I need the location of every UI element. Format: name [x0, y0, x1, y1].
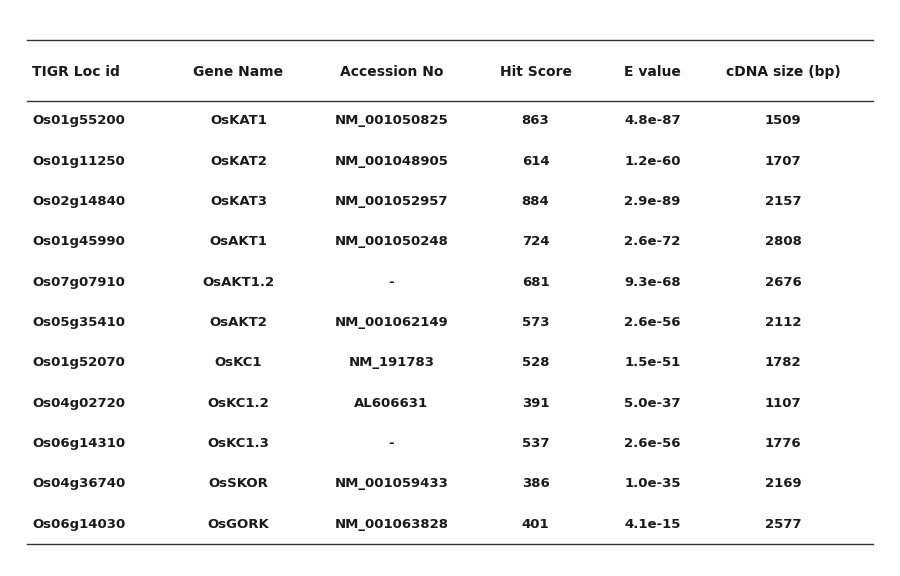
Text: 2808: 2808 — [765, 236, 801, 248]
Text: Os01g55200: Os01g55200 — [32, 115, 125, 127]
Text: AL606631: AL606631 — [355, 397, 428, 410]
Text: NM_001048905: NM_001048905 — [335, 155, 448, 168]
Text: 386: 386 — [522, 478, 549, 490]
Text: 2169: 2169 — [765, 478, 801, 490]
Text: Os04g36740: Os04g36740 — [32, 478, 126, 490]
Text: 2.6e-72: 2.6e-72 — [625, 236, 680, 248]
Text: TIGR Loc id: TIGR Loc id — [32, 65, 121, 79]
Text: 401: 401 — [522, 518, 549, 530]
Text: cDNA size (bp): cDNA size (bp) — [725, 65, 841, 79]
Text: 2676: 2676 — [765, 276, 801, 289]
Text: 1107: 1107 — [765, 397, 801, 410]
Text: 2.6e-56: 2.6e-56 — [625, 316, 680, 329]
Text: NM_001050825: NM_001050825 — [335, 115, 448, 127]
Text: 537: 537 — [522, 437, 549, 450]
Text: OsKC1: OsKC1 — [215, 357, 262, 369]
Text: 2577: 2577 — [765, 518, 801, 530]
Text: OsGORK: OsGORK — [208, 518, 269, 530]
Text: NM_001063828: NM_001063828 — [335, 518, 448, 530]
Text: OsAKT1: OsAKT1 — [210, 236, 267, 248]
Text: Os01g11250: Os01g11250 — [32, 155, 125, 168]
Text: 5.0e-37: 5.0e-37 — [625, 397, 680, 410]
Text: OsKC1.2: OsKC1.2 — [208, 397, 269, 410]
Text: -: - — [389, 276, 394, 289]
Text: 724: 724 — [522, 236, 549, 248]
Text: 1509: 1509 — [765, 115, 801, 127]
Text: Os06g14030: Os06g14030 — [32, 518, 126, 530]
Text: Accession No: Accession No — [339, 65, 443, 79]
Text: 1707: 1707 — [765, 155, 801, 168]
Text: OsKAT1: OsKAT1 — [210, 115, 267, 127]
Text: 1.2e-60: 1.2e-60 — [625, 155, 680, 168]
Text: 2112: 2112 — [765, 316, 801, 329]
Text: -: - — [389, 437, 394, 450]
Text: 863: 863 — [522, 115, 549, 127]
Text: 9.3e-68: 9.3e-68 — [625, 276, 680, 289]
Text: NM_001052957: NM_001052957 — [335, 195, 448, 208]
Text: 884: 884 — [522, 195, 549, 208]
Text: OsKAT3: OsKAT3 — [210, 195, 267, 208]
Text: 1782: 1782 — [765, 357, 801, 369]
Text: 1.0e-35: 1.0e-35 — [625, 478, 680, 490]
Text: Os01g52070: Os01g52070 — [32, 357, 125, 369]
Text: 4.8e-87: 4.8e-87 — [625, 115, 680, 127]
Text: 4.1e-15: 4.1e-15 — [625, 518, 680, 530]
Text: Gene Name: Gene Name — [194, 65, 284, 79]
Text: Os05g35410: Os05g35410 — [32, 316, 125, 329]
Text: OsKC1.3: OsKC1.3 — [208, 437, 269, 450]
Text: Os01g45990: Os01g45990 — [32, 236, 125, 248]
Text: 2.6e-56: 2.6e-56 — [625, 437, 680, 450]
Text: Hit Score: Hit Score — [500, 65, 572, 79]
Text: 2157: 2157 — [765, 195, 801, 208]
Text: Os04g02720: Os04g02720 — [32, 397, 125, 410]
Text: 1.5e-51: 1.5e-51 — [625, 357, 680, 369]
Text: OsAKT1.2: OsAKT1.2 — [202, 276, 274, 289]
Text: OsAKT2: OsAKT2 — [210, 316, 267, 329]
Text: 2.9e-89: 2.9e-89 — [625, 195, 680, 208]
Text: NM_001059433: NM_001059433 — [335, 478, 448, 490]
Text: 1776: 1776 — [765, 437, 801, 450]
Text: 681: 681 — [522, 276, 549, 289]
Text: NM_001050248: NM_001050248 — [335, 236, 448, 248]
Text: 614: 614 — [522, 155, 549, 168]
Text: 391: 391 — [522, 397, 549, 410]
Text: 573: 573 — [522, 316, 549, 329]
Text: NM_001062149: NM_001062149 — [335, 316, 448, 329]
Text: Os07g07910: Os07g07910 — [32, 276, 125, 289]
Text: OsSKOR: OsSKOR — [209, 478, 268, 490]
Text: OsKAT2: OsKAT2 — [210, 155, 267, 168]
Text: Os02g14840: Os02g14840 — [32, 195, 125, 208]
Text: 528: 528 — [522, 357, 549, 369]
Text: Os06g14310: Os06g14310 — [32, 437, 125, 450]
Text: NM_191783: NM_191783 — [348, 357, 435, 369]
Text: E value: E value — [624, 65, 681, 79]
